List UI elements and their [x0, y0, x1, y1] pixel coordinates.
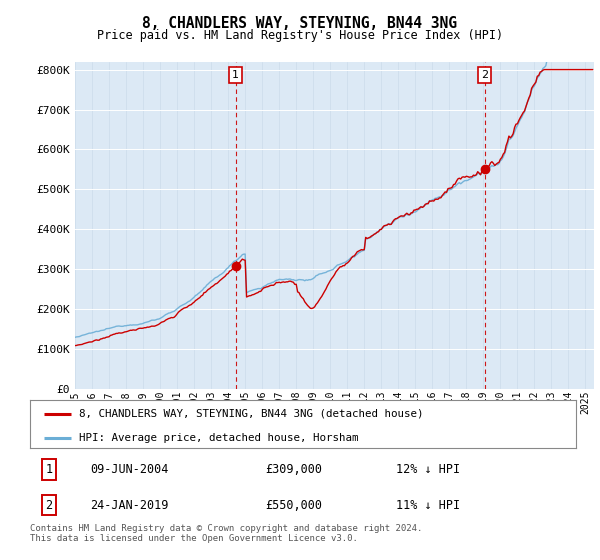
Text: £309,000: £309,000 — [265, 463, 322, 476]
Text: 2: 2 — [481, 70, 488, 80]
Text: Price paid vs. HM Land Registry's House Price Index (HPI): Price paid vs. HM Land Registry's House … — [97, 29, 503, 42]
Text: £550,000: £550,000 — [265, 498, 322, 512]
Text: 11% ↓ HPI: 11% ↓ HPI — [396, 498, 460, 512]
Text: 12% ↓ HPI: 12% ↓ HPI — [396, 463, 460, 476]
Text: Contains HM Land Registry data © Crown copyright and database right 2024.
This d: Contains HM Land Registry data © Crown c… — [30, 524, 422, 543]
Text: 2: 2 — [46, 498, 53, 512]
Text: 8, CHANDLERS WAY, STEYNING, BN44 3NG (detached house): 8, CHANDLERS WAY, STEYNING, BN44 3NG (de… — [79, 409, 424, 419]
Text: 24-JAN-2019: 24-JAN-2019 — [90, 498, 169, 512]
Text: 8, CHANDLERS WAY, STEYNING, BN44 3NG: 8, CHANDLERS WAY, STEYNING, BN44 3NG — [143, 16, 458, 31]
Text: 09-JUN-2004: 09-JUN-2004 — [90, 463, 169, 476]
Text: 1: 1 — [232, 70, 239, 80]
Text: HPI: Average price, detached house, Horsham: HPI: Average price, detached house, Hors… — [79, 432, 359, 442]
Text: 1: 1 — [46, 463, 53, 476]
